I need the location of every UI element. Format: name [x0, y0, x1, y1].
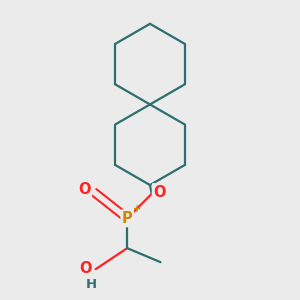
Text: +: +: [133, 204, 141, 214]
Text: O: O: [78, 182, 91, 197]
Text: H: H: [86, 278, 97, 292]
Text: O: O: [79, 261, 92, 276]
Text: O: O: [153, 184, 166, 200]
Text: P: P: [122, 211, 133, 226]
